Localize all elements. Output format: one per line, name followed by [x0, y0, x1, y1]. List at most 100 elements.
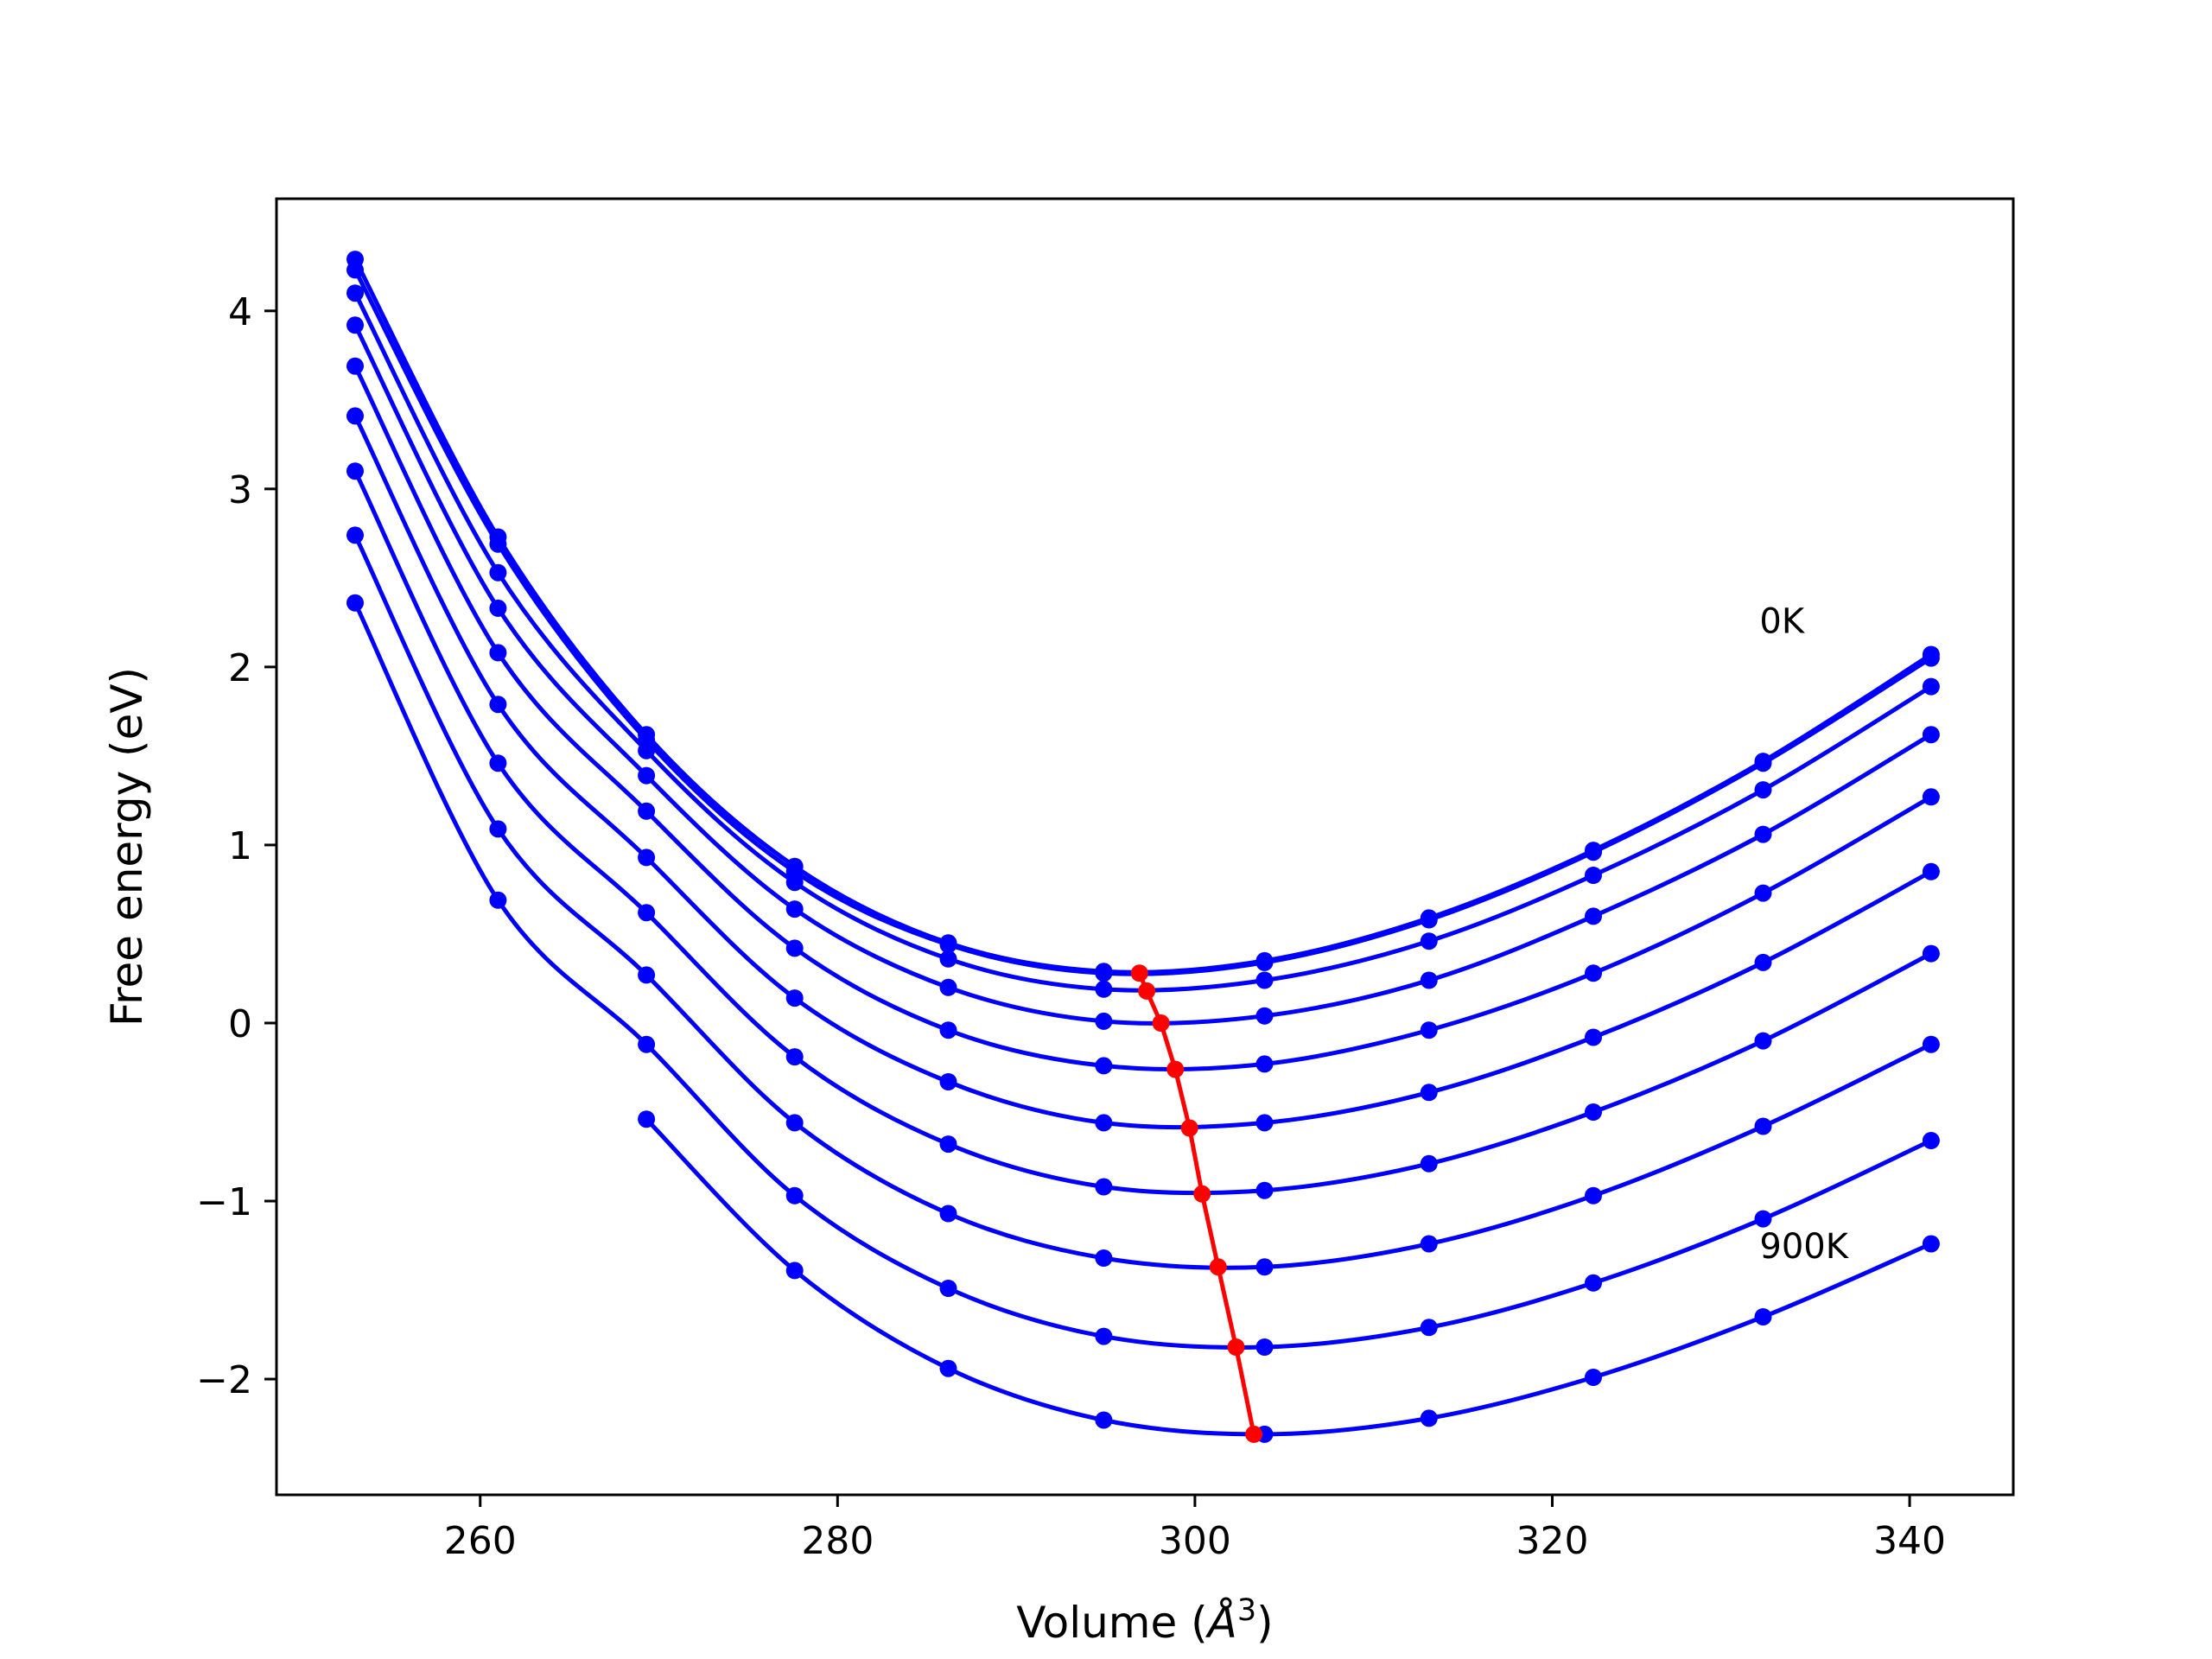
series-point — [1922, 788, 1940, 806]
minima-point — [1193, 1185, 1211, 1203]
series-point — [1922, 1132, 1940, 1149]
series-point — [638, 802, 656, 820]
curve-markers-layer — [346, 251, 1940, 1443]
series-point — [1585, 1369, 1602, 1386]
series-point — [1922, 1035, 1940, 1053]
series-point — [489, 599, 507, 617]
series-point — [638, 966, 656, 984]
series-point — [1754, 1032, 1772, 1050]
series-point — [1255, 1007, 1274, 1025]
series-line-2 — [353, 269, 1933, 976]
series-point — [1922, 677, 1940, 696]
series-point — [1585, 1186, 1602, 1205]
series-line-4 — [353, 324, 1933, 1026]
series-point — [785, 989, 804, 1007]
series-point — [1255, 1055, 1274, 1073]
series-point — [939, 950, 957, 968]
series-point — [638, 1110, 656, 1128]
series-point — [1754, 953, 1772, 971]
series-point — [1095, 1012, 1113, 1030]
series-point — [939, 1073, 957, 1090]
series-point — [1754, 754, 1772, 772]
series-point — [1922, 649, 1940, 667]
series-line-9 — [353, 601, 1932, 1350]
series-point — [939, 1135, 957, 1154]
y-tick-label: 0 — [228, 1002, 252, 1046]
series-point — [489, 820, 507, 838]
series-point — [1420, 971, 1438, 989]
series-point — [1922, 1235, 1940, 1253]
series-point — [939, 1205, 957, 1223]
series-point — [1095, 1057, 1113, 1075]
minima-point — [1245, 1425, 1263, 1443]
series-point — [1420, 1235, 1438, 1253]
series-point — [489, 535, 507, 553]
annotations-layer: 0K 900K — [1759, 602, 1849, 1267]
series-point — [489, 754, 507, 772]
series-line-8 — [353, 534, 1932, 1270]
series-point — [939, 1280, 957, 1297]
y-tick-label: 1 — [228, 824, 252, 868]
annotation-label: 900K — [1759, 1227, 1849, 1267]
series-point — [1585, 907, 1602, 925]
minima-point — [1138, 982, 1156, 1000]
series-point — [1922, 944, 1940, 963]
minima-point — [1209, 1258, 1227, 1276]
minima-point — [1130, 964, 1148, 982]
minima-point — [1227, 1338, 1245, 1356]
series-point — [346, 526, 364, 544]
x-axis-ticks: 260 280 300 320 340 — [444, 1495, 1946, 1563]
y-axis-label: Free energy (eV) — [102, 667, 152, 1027]
series-point — [1255, 1338, 1274, 1356]
series-point — [1420, 1084, 1438, 1102]
series-point — [1095, 1411, 1113, 1429]
series-point — [489, 644, 507, 662]
series-point — [638, 741, 656, 760]
series-point — [1255, 1181, 1274, 1199]
series-point — [939, 978, 957, 996]
series-point — [1585, 1103, 1602, 1121]
plot-frame — [275, 197, 2015, 1497]
series-point — [489, 696, 507, 714]
series-point — [1095, 1249, 1113, 1267]
series-line-7 — [353, 470, 1933, 1196]
series-point — [346, 316, 364, 334]
series-point — [489, 563, 507, 582]
series-point — [1754, 1308, 1772, 1325]
series-point — [1754, 781, 1772, 799]
series-point — [939, 1021, 957, 1039]
series-point — [1420, 932, 1438, 950]
series-point — [1255, 1114, 1274, 1132]
series-line-6 — [353, 415, 1933, 1130]
series-line-3 — [353, 292, 1933, 993]
series-point — [1420, 1021, 1438, 1039]
series-point — [346, 594, 364, 612]
series-point — [346, 357, 364, 375]
series-point — [785, 1262, 804, 1280]
minima-point — [1180, 1119, 1198, 1137]
x-tick-label: 340 — [1873, 1519, 1946, 1563]
series-point — [1420, 1154, 1438, 1173]
series-point — [1420, 1409, 1438, 1427]
series-point — [638, 766, 656, 785]
series-point — [638, 904, 656, 922]
series-point — [1420, 911, 1438, 929]
series-point — [1922, 726, 1940, 744]
series-point — [1095, 980, 1113, 998]
series-point — [939, 936, 957, 954]
series-point — [1754, 1117, 1772, 1135]
series-point — [1585, 843, 1602, 861]
series-point — [1754, 1210, 1772, 1228]
minima-layer — [1130, 964, 1263, 1443]
y-tick-label: −1 — [196, 1180, 252, 1224]
x-tick-label: 300 — [1159, 1519, 1231, 1563]
series-point — [1255, 1258, 1274, 1276]
series-point — [1255, 971, 1274, 989]
series-point — [1585, 1028, 1602, 1046]
series-point — [1095, 1178, 1113, 1196]
series-point — [785, 1186, 804, 1205]
series-point — [785, 1114, 804, 1132]
x-tick-label: 280 — [801, 1519, 874, 1563]
